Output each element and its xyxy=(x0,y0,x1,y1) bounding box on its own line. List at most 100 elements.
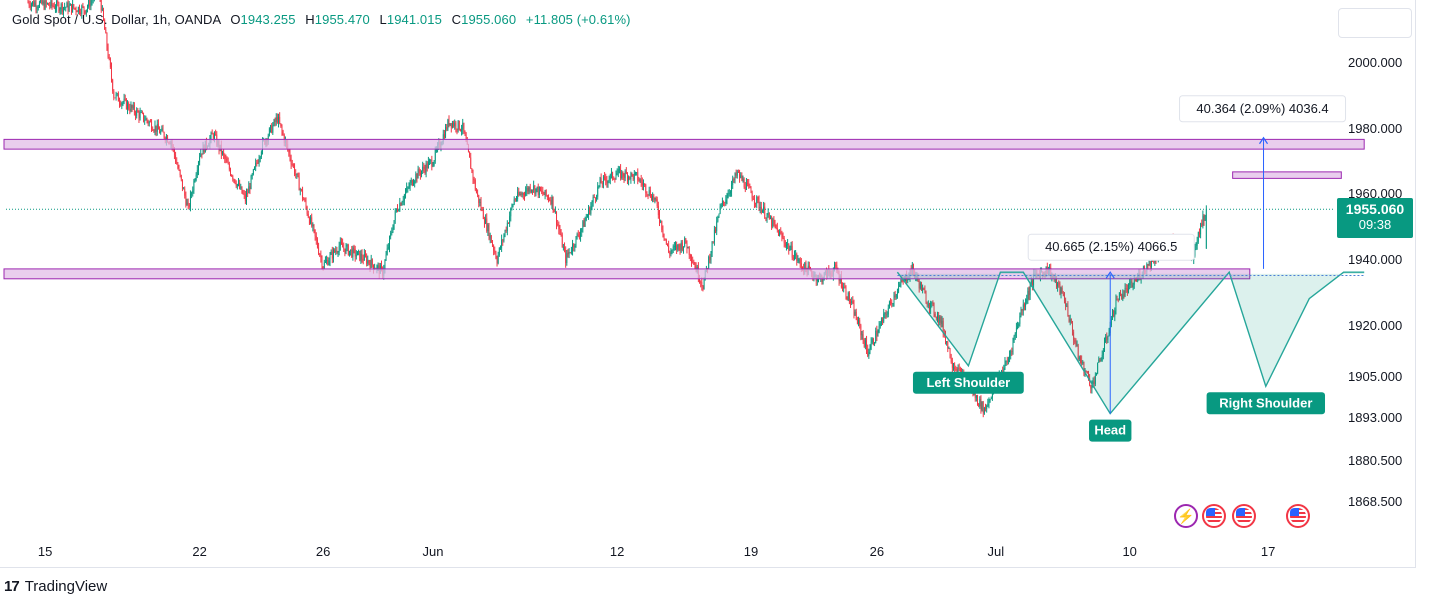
candle-body xyxy=(338,246,340,253)
candle-body xyxy=(1097,362,1099,374)
price-axis[interactable]: 2000.000 1980.000 1960.000 1940.000 1920.000… xyxy=(1348,55,1402,509)
candle-body xyxy=(377,265,379,267)
candle-body xyxy=(35,2,37,9)
time-axis[interactable]: 15 22 26 Jun 12 19 26 Jul 10 17 xyxy=(38,544,1275,559)
candle-body xyxy=(759,206,761,209)
annotation-box xyxy=(1089,419,1132,442)
candle-body xyxy=(625,171,627,174)
candle-body xyxy=(45,0,47,4)
candle-body xyxy=(295,174,297,175)
candle-body xyxy=(131,105,133,109)
candle-body xyxy=(923,287,925,291)
candle-body xyxy=(453,122,455,127)
candle-body xyxy=(44,0,46,9)
candle-body xyxy=(1089,378,1091,386)
candle-body xyxy=(140,112,142,114)
candle-body xyxy=(257,162,259,164)
us-flag-icon[interactable] xyxy=(1286,504,1310,528)
candle-body xyxy=(1021,309,1023,311)
candle-body xyxy=(498,247,500,256)
candle-body xyxy=(649,190,651,197)
candle-body xyxy=(409,182,411,188)
candle-body xyxy=(185,195,187,206)
candle-body xyxy=(1149,261,1151,268)
candle-body xyxy=(227,162,229,165)
candle-body xyxy=(676,245,678,250)
candle-body xyxy=(779,231,781,236)
candle-body xyxy=(667,243,668,246)
high-value: 1955.470 xyxy=(314,12,370,27)
candle-body xyxy=(267,135,269,142)
candle-body xyxy=(804,262,806,272)
candle-body xyxy=(376,265,378,270)
candle-body xyxy=(252,169,254,175)
candle-body xyxy=(1081,360,1083,364)
candle-body xyxy=(661,220,663,230)
candle-body xyxy=(446,127,448,130)
candle-body xyxy=(405,192,406,195)
candle-body xyxy=(616,173,618,176)
candle-body xyxy=(551,196,553,205)
candle-body xyxy=(606,180,608,184)
candle-body xyxy=(610,172,612,175)
price-tick-label: 1920.000 xyxy=(1348,318,1402,333)
us-flag-icon[interactable] xyxy=(1202,504,1226,528)
time-tick-label: 17 xyxy=(1261,544,1275,559)
footer-branding[interactable]: 17 TradingView xyxy=(4,578,107,595)
brand-name: TradingView xyxy=(24,578,108,595)
candle-body xyxy=(790,245,792,250)
symbol-title[interactable]: Gold Spot / U.S. Dollar, 1h, OANDA xyxy=(12,12,221,27)
candle-body xyxy=(254,166,255,170)
candle-body xyxy=(586,215,588,218)
candle-body xyxy=(300,189,302,191)
candle-body xyxy=(519,194,521,196)
candle-body xyxy=(296,173,298,175)
candle-body xyxy=(585,217,587,220)
candle-body xyxy=(108,57,110,59)
candle-body xyxy=(57,0,59,4)
candle-body xyxy=(196,170,198,175)
candle-body xyxy=(678,244,680,247)
candle-body xyxy=(870,342,872,350)
candle-body xyxy=(890,302,892,303)
candle-body xyxy=(544,190,546,195)
candle-body xyxy=(767,212,769,215)
candle-body xyxy=(794,255,795,259)
candle-body xyxy=(846,296,848,300)
candle-body xyxy=(617,169,619,174)
candle-body xyxy=(774,223,776,225)
candle-body xyxy=(1025,302,1027,307)
candle-body xyxy=(534,185,536,194)
lightning-icon[interactable]: ⚡ xyxy=(1174,504,1198,528)
candle-body xyxy=(406,187,408,193)
candle-body xyxy=(1199,232,1200,235)
candle-body xyxy=(61,3,63,12)
candle-body xyxy=(321,257,323,267)
candle-body xyxy=(1153,261,1155,263)
candle-body xyxy=(987,404,989,406)
candle-body xyxy=(938,314,940,323)
candle-body xyxy=(90,0,92,7)
candle-body xyxy=(549,199,551,201)
axis-settings-box[interactable] xyxy=(1338,8,1412,38)
candle-body xyxy=(708,256,710,269)
candle-body xyxy=(1091,383,1093,389)
candle-body xyxy=(1114,310,1116,317)
candle-body xyxy=(699,278,700,282)
candle-body xyxy=(384,260,386,270)
candle-body xyxy=(721,201,723,205)
candle-body xyxy=(921,282,922,291)
candle-body xyxy=(56,0,58,9)
symbol-legend[interactable]: Gold Spot / U.S. Dollar, 1h, OANDA O1943… xyxy=(12,12,631,27)
candle-body xyxy=(934,313,936,317)
candle-body xyxy=(124,98,126,100)
us-flag-icon[interactable] xyxy=(1232,504,1256,528)
candle-body xyxy=(136,110,138,116)
candle-body xyxy=(718,213,720,218)
candle-body xyxy=(327,260,329,265)
candle-body xyxy=(201,153,203,155)
candle-body xyxy=(529,187,531,192)
candle-body xyxy=(855,311,857,320)
candle-body xyxy=(788,244,790,251)
